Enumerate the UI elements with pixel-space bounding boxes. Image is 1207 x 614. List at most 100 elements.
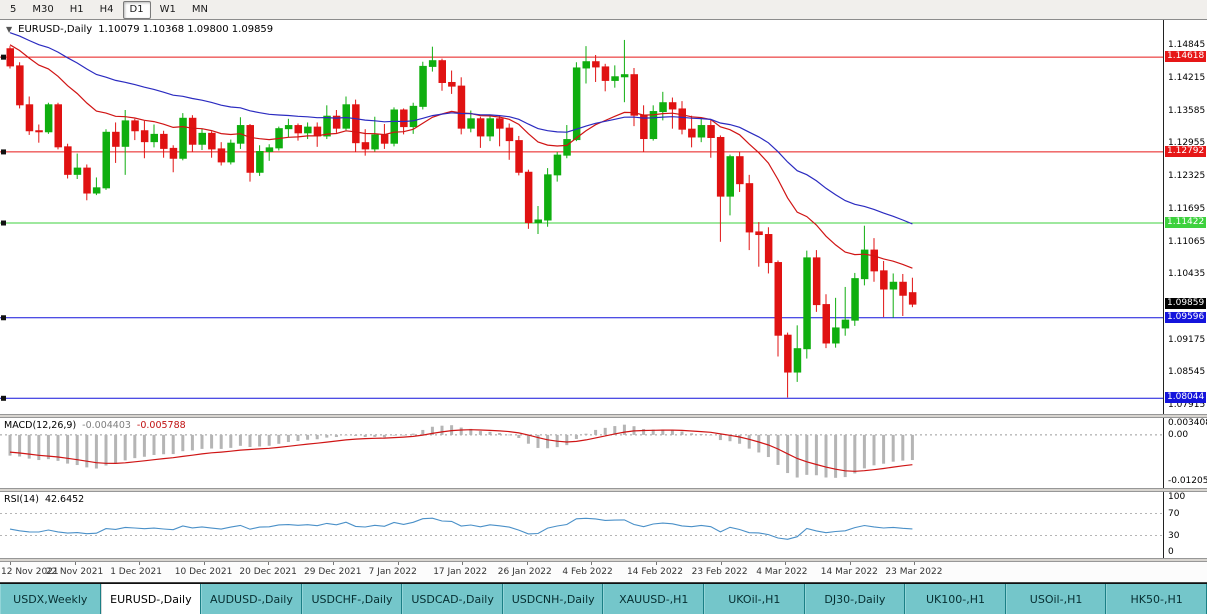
line-handle[interactable] [1, 149, 6, 155]
line-handle[interactable] [1, 395, 6, 401]
macd-histogram-bar [162, 434, 166, 455]
macd-histogram-bar [66, 434, 70, 464]
macd-histogram-bar [373, 434, 377, 437]
macd-histogram-bar [123, 434, 127, 461]
rsi-name: RSI(14) [4, 494, 39, 505]
macd-histogram-bar [795, 434, 799, 478]
macd-histogram-bar [104, 434, 108, 466]
tab-xauusd-h1[interactable]: XAUUSD-,H1 [603, 584, 705, 614]
tab-usdcad-daily[interactable]: USDCAD-,Daily [402, 584, 503, 614]
main-chart-panel: ▼ EURUSD-,Daily 1.10079 1.10368 1.09800 … [0, 20, 1207, 414]
macd-histogram-bar [747, 434, 751, 449]
panel-splitter[interactable] [0, 488, 1207, 492]
macd-chart[interactable] [0, 418, 1163, 488]
moving-average-line[interactable] [9, 32, 913, 225]
tab-audusd-daily[interactable]: AUDUSD-,Daily [201, 584, 302, 614]
tab-hk50-h1[interactable]: HK50-,H1 [1106, 584, 1207, 614]
price-scale-tick: 1.14845 [1168, 40, 1206, 51]
macd-histogram-bar [459, 427, 463, 435]
tab-eurusd-daily[interactable]: EURUSD-,Daily [100, 584, 202, 614]
macd-histogram-bar [574, 434, 578, 439]
macd-histogram-bar [728, 434, 732, 442]
macd-histogram-bar [526, 434, 530, 444]
macd-histogram-bar [594, 429, 598, 435]
date-label: 10 Dec 2021 [174, 567, 233, 577]
line-handle[interactable] [1, 220, 6, 226]
macd-histogram-bar [27, 434, 31, 459]
macd-histogram-bar [402, 434, 406, 436]
macd-histogram-bar [382, 434, 386, 438]
rsi-scale[interactable]: 100 70 30 0 [1163, 492, 1207, 558]
date-axis[interactable]: 12 Nov 2021 22 Nov 2021 1 Dec 2021 10 Dec 2… [0, 562, 1207, 583]
macd-histogram-bar [853, 434, 857, 474]
macd-histogram-bar [440, 425, 444, 435]
macd-histogram-bar [75, 434, 79, 466]
tab-uk100-h1[interactable]: UK100-,H1 [905, 584, 1006, 614]
macd-histogram-bar [18, 434, 22, 457]
candlestick-chart[interactable] [0, 20, 1163, 414]
macd-histogram-bar [651, 429, 655, 435]
date-tick [333, 562, 334, 565]
current-price-badge: 1.09859 [1165, 298, 1206, 310]
line-handle[interactable] [1, 315, 6, 321]
macd-histogram-bar [517, 434, 521, 438]
period-button-w1[interactable]: W1 [159, 3, 176, 15]
date-tick [849, 562, 851, 565]
date-label: 20 Dec 2021 [239, 567, 297, 577]
macd-histogram-bar [507, 434, 511, 436]
macd-scale-tick: -0.012058 [1168, 476, 1207, 486]
date-tick [526, 562, 528, 565]
macd-histogram-bar [344, 434, 348, 436]
period-button-h1[interactable]: H1 [69, 3, 84, 15]
candles[interactable] [6, 39, 917, 398]
macd-histogram-bar [200, 434, 204, 449]
tab-dj30-daily[interactable]: DJ30-,Daily [804, 584, 906, 614]
macd-histogram-bar [190, 434, 194, 451]
period-button-d1[interactable]: D1 [122, 0, 151, 19]
chart-tabbar: USDX,Weekly EURUSD-,Daily AUDUSD-,Daily USD… [0, 583, 1207, 614]
macd-histogram-bar [488, 431, 492, 435]
price-scale-tick: 1.10435 [1168, 269, 1206, 280]
line-handle[interactable] [1, 54, 6, 60]
macd-histogram-bar [363, 434, 367, 437]
tab-usoil-h1[interactable]: USOil-,H1 [1005, 584, 1107, 614]
price-scale-tick: 1.14215 [1168, 73, 1206, 84]
macd-histogram-bar [277, 434, 281, 444]
macd-histogram-bar [238, 434, 242, 446]
rsi-chart[interactable] [0, 492, 1163, 558]
chart-title: ▼ EURUSD-,Daily 1.10079 1.10368 1.09800 … [6, 24, 273, 35]
macd-histogram-bar [891, 434, 895, 462]
date-label: 14 Mar 2022 [820, 567, 878, 577]
panel-splitter[interactable] [0, 414, 1207, 418]
tab-ukoil-h1[interactable]: UKOil-,H1 [704, 584, 805, 614]
price-scale-tick: 1.07915 [1168, 399, 1206, 410]
price-scale-tick: 1.13585 [1168, 105, 1206, 116]
date-tick [74, 562, 76, 565]
chart-dropdown-icon[interactable]: ▼ [6, 25, 13, 34]
rsi-line [9, 517, 913, 540]
date-tick [139, 562, 141, 565]
tab-usdcnh-daily[interactable]: USDCNH-,Daily [502, 584, 604, 614]
macd-histogram-bar [776, 434, 780, 465]
period-button-h4[interactable]: H4 [99, 3, 114, 15]
tab-usdx-weekly[interactable]: USDX,Weekly [0, 584, 101, 614]
macd-histogram-bar [421, 429, 425, 435]
tab-usdchf-daily[interactable]: USDCHF-,Daily [301, 584, 403, 614]
period-button-m30[interactable]: M30 [32, 3, 54, 15]
macd-histogram-bar [56, 434, 60, 461]
macd-histogram-bar [248, 434, 252, 448]
macd-histogram-bar [766, 434, 770, 458]
macd-histogram-bar [8, 434, 12, 456]
macd-histogram-bar [267, 434, 271, 446]
date-tick [462, 562, 464, 565]
price-scale-tick: 1.11695 [1168, 203, 1206, 214]
period-button-mn[interactable]: MN [191, 3, 208, 15]
macd-histogram-bar [824, 434, 828, 478]
panel-splitter[interactable] [0, 558, 1207, 562]
price-scale[interactable]: 1.14845 1.14215 1.13585 1.12955 1.12325 1.116… [1163, 20, 1207, 414]
period-button-5[interactable]: 5 [10, 3, 17, 15]
macd-histogram-bar [805, 434, 809, 475]
macd-histogram-bar [834, 434, 838, 478]
macd-histogram-bar [181, 434, 185, 452]
